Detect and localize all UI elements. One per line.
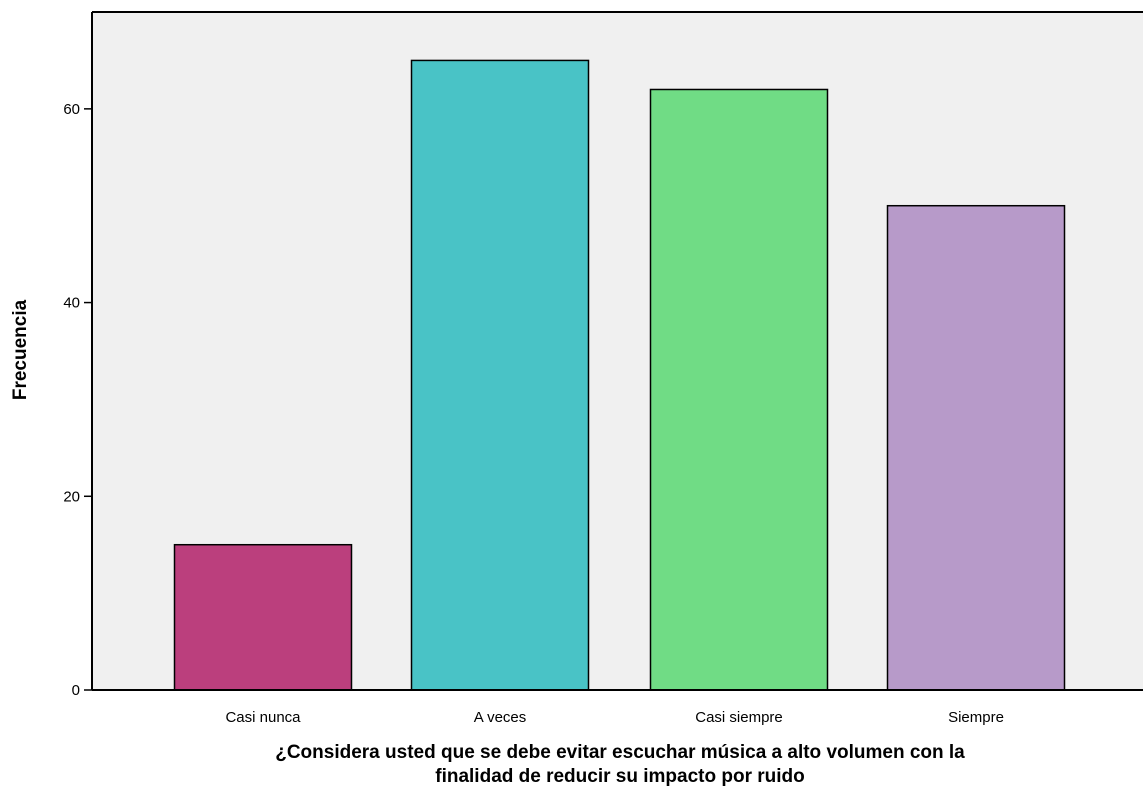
y-tick-label: 20 bbox=[63, 488, 80, 505]
y-ticks-group: 0 20 40 60 bbox=[63, 101, 92, 699]
bar-siempre bbox=[886, 204, 1066, 691]
y-tick-label: 60 bbox=[63, 101, 80, 118]
bars-group bbox=[173, 59, 1066, 691]
bar-casi-siempre bbox=[649, 88, 829, 691]
bar-casi-nunca bbox=[173, 543, 353, 691]
x-tick-label: Casi siempre bbox=[695, 709, 783, 726]
x-tick-label: A veces bbox=[474, 709, 527, 726]
y-axis-title: Frecuencia bbox=[10, 299, 31, 400]
bar-a-veces bbox=[410, 59, 590, 691]
x-tick-label: Casi nunca bbox=[225, 709, 301, 726]
x-axis-title-line-1: ¿Considera usted que se debe evitar escu… bbox=[275, 742, 965, 763]
x-tick-labels-group: Casi nunca A veces Casi siempre Siempre bbox=[225, 709, 1003, 726]
y-tick-label: 0 bbox=[72, 682, 80, 699]
x-axis-title-line-2: finalidad de reducir su impacto por ruid… bbox=[435, 766, 805, 787]
y-tick-label: 40 bbox=[63, 295, 80, 312]
x-tick-label: Siempre bbox=[948, 709, 1004, 726]
